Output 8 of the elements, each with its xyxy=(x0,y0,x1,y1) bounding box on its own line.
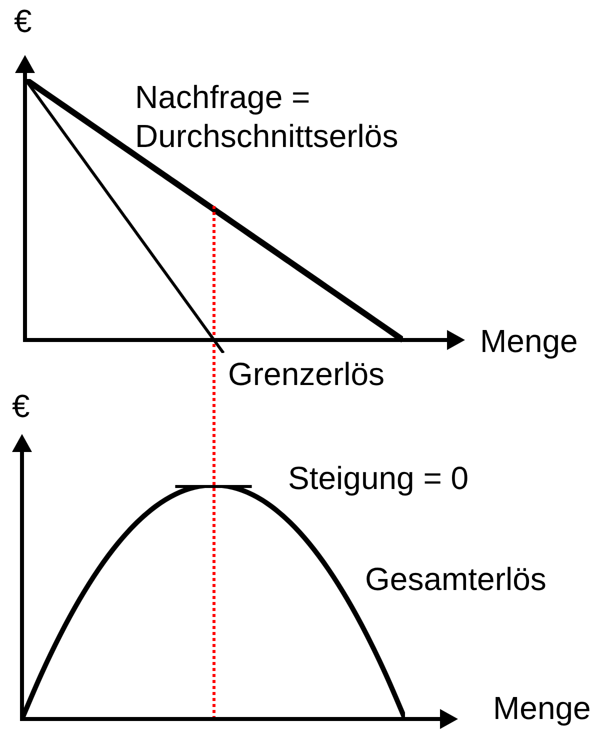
y-axis-title: € xyxy=(14,2,33,41)
y-axis-title: € xyxy=(12,387,31,426)
series-label: Nachfrage = Durchschnittserlös xyxy=(135,78,400,156)
x-axis-title: Menge xyxy=(480,322,579,361)
series-label: Grenzerlös xyxy=(228,355,386,394)
annotation: Steigung = 0 xyxy=(288,459,470,498)
x-axis-title: Menge xyxy=(493,689,592,728)
series-label: Gesamterlös xyxy=(365,560,548,599)
